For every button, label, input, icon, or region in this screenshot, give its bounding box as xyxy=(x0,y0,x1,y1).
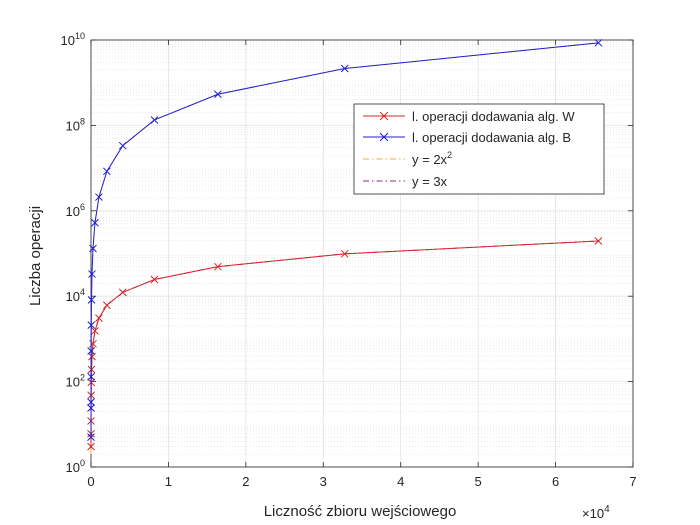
x-tick-label: 0 xyxy=(87,474,94,489)
data-point-b xyxy=(214,90,222,99)
legend-label-quadratic: y = 2x2 xyxy=(412,150,452,167)
x-tick-label: 4 xyxy=(397,474,404,489)
data-point-b xyxy=(95,193,103,201)
x-tick-label: 1 xyxy=(165,474,172,489)
legend-entry-quadratic: y = 2x2 xyxy=(363,150,452,167)
y-tick-label: 108 xyxy=(66,116,85,133)
y-tick-label: 100 xyxy=(66,458,85,475)
data-point-w xyxy=(91,327,99,335)
data-point-b xyxy=(87,347,95,355)
data-point-w xyxy=(87,442,95,451)
data-point-w xyxy=(118,288,127,297)
data-point-w xyxy=(594,237,603,245)
x-axis-exponent-power: 4 xyxy=(604,504,610,515)
legend-entry-b: l. operacji dodawania alg. B xyxy=(363,130,571,145)
legend-label-b: l. operacji dodawania alg. B xyxy=(412,130,571,145)
data-point-w xyxy=(214,262,222,271)
data-point-b xyxy=(87,433,95,442)
legend-marker-w xyxy=(379,111,389,121)
data-point-b xyxy=(118,141,127,150)
y-tick-label: 104 xyxy=(66,287,85,304)
data-point-b xyxy=(87,296,96,304)
axes-box xyxy=(90,39,634,468)
x-tick-label: 6 xyxy=(552,474,559,489)
x-axis-exponent-base: ×10 xyxy=(582,506,604,521)
legend-entry-w: l. operacji dodawania alg. W xyxy=(363,109,575,124)
x-axis-label: Liczność zbioru wejściowego xyxy=(264,503,457,520)
x-tick-label: 5 xyxy=(475,474,482,489)
data-point-b xyxy=(594,38,603,47)
legend-label-quadratic-base: y = 2x xyxy=(412,152,448,167)
data-point-b xyxy=(87,321,96,329)
x-axis-exponent: ×104 xyxy=(582,504,610,521)
data-point-b xyxy=(150,116,159,124)
legend-entry-linear: y = 3x xyxy=(363,174,448,189)
data-point-b xyxy=(87,404,95,412)
y-tick-label: 106 xyxy=(66,202,85,219)
x-tick-label: 3 xyxy=(320,474,327,489)
data-point-w xyxy=(340,249,349,258)
data-point-b xyxy=(91,218,99,227)
legend-label-linear: y = 3x xyxy=(412,174,448,189)
data-point-w xyxy=(103,301,111,310)
data-point-w xyxy=(95,314,103,322)
legend-marker-b xyxy=(379,132,389,142)
x-tick-label: 7 xyxy=(629,474,636,489)
legend-box xyxy=(353,103,605,195)
x-tick-label: 2 xyxy=(242,474,249,489)
legend-label-w: l. operacji dodawania alg. W xyxy=(412,109,575,124)
y-tick-label: 102 xyxy=(66,373,85,390)
data-point-b xyxy=(88,270,96,278)
data-point-b xyxy=(103,167,111,176)
data-point-b xyxy=(89,244,97,253)
data-point-b xyxy=(340,64,349,73)
data-point-b xyxy=(87,398,95,407)
y-tick-label: 1010 xyxy=(61,31,85,48)
y-axis-label: Liczba operacji xyxy=(27,206,44,306)
data-point-w xyxy=(150,275,159,284)
legend: l. operacji dodawania alg. W l. operacji… xyxy=(353,103,605,195)
data-point-b xyxy=(87,372,95,381)
legend-label-quadratic-sup: 2 xyxy=(447,150,452,160)
